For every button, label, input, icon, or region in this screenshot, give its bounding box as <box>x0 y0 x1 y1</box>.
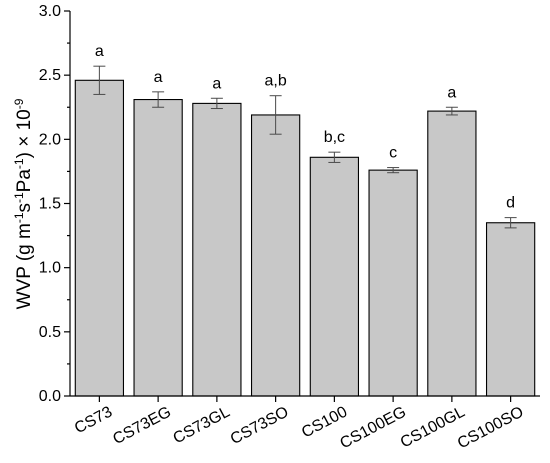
bar-cs100eg <box>368 169 418 397</box>
significance-label-cs100: b,c <box>324 129 345 146</box>
y-tick-label-2.0: 2.0 <box>39 131 61 148</box>
y-tick-label-0.0: 0.0 <box>39 388 61 405</box>
bar-cs100so <box>485 222 536 397</box>
y-tick-label-1.5: 1.5 <box>39 196 61 213</box>
x-tick-label-cs73eg: CS73EG <box>110 404 174 449</box>
x-tick-label-cs100eg: CS100EG <box>337 404 409 453</box>
x-tick-label-cs100so: CS100SO <box>455 404 527 453</box>
significance-label-cs73: a <box>95 43 104 60</box>
y-tick-label-1.0: 1.0 <box>39 260 61 277</box>
bar-cs73gl <box>192 102 242 397</box>
bar-cs100 <box>309 156 360 397</box>
significance-label-cs100so: d <box>506 195 515 212</box>
y-tick-label-0.5: 0.5 <box>39 324 61 341</box>
significance-label-cs100eg: c <box>389 145 397 162</box>
x-tick-label-cs100gl: CS100GL <box>398 403 468 451</box>
significance-label-cs100gl: a <box>447 84 456 101</box>
significance-label-cs73gl: a <box>212 75 221 92</box>
x-tick-label-cs73gl: CS73GL <box>171 403 233 447</box>
significance-label-cs73so: a,b <box>265 73 287 90</box>
bar-cs73 <box>74 79 125 397</box>
plot-area: aa a a,bb,ccad0.00.51.01.52.02.53.0CS73CS7… <box>39 3 540 452</box>
bar-cs73eg <box>133 99 183 397</box>
y-tick-label-2.5: 2.5 <box>39 67 61 84</box>
bar-cs73so <box>250 114 301 397</box>
y-tick-label-3.0: 3.0 <box>39 3 61 20</box>
x-tick-label-cs73so: CS73SO <box>228 404 292 449</box>
x-tick-label-cs73: CS73 <box>72 403 115 437</box>
bar-cs100gl <box>427 110 477 397</box>
significance-label-cs73eg: a <box>154 69 163 86</box>
y-axis-title: WVP (g m-1s-1Pa-1) × 10-9 <box>12 98 35 309</box>
